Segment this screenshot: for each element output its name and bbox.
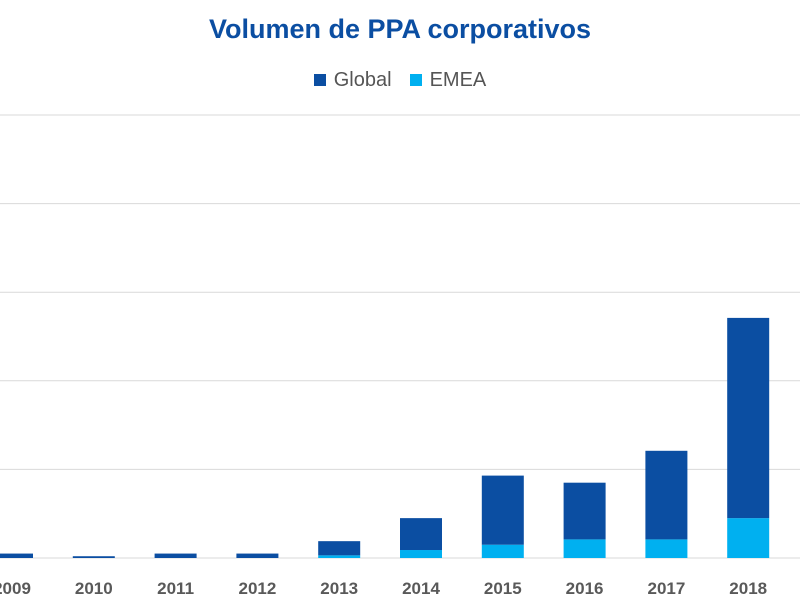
x-tick-label: 2012 [238,579,276,598]
bar-global-2012 [236,553,279,558]
legend-label-global: Global [333,68,392,91]
bar-global-2013 [318,541,361,556]
bar-global-2016 [563,482,606,540]
bar-global-2017 [645,450,688,540]
x-tick-label: 2009 [0,579,31,598]
bar-emea-2014 [400,550,442,558]
chart-legend: Global EMEA [0,66,800,94]
bar-emea-2016 [563,539,606,558]
chart-title: Volumen de PPA corporativos [208,14,592,44]
x-tick-label: 2015 [484,579,522,598]
x-tick-label: 2017 [647,579,685,598]
x-tick-label: 2016 [566,579,604,598]
bar-global-2015 [481,475,524,545]
legend-swatch-emea [409,74,422,86]
bar-emea-2015 [481,544,524,558]
x-tick-label: 2013 [320,579,358,598]
legend-swatch-global [313,74,326,86]
x-tick-label: 2014 [402,579,440,598]
legend-item-emea: EMEA [409,68,487,92]
x-tick-label: 2011 [157,579,194,598]
bar-global-2010 [72,556,115,558]
bar-global-2009 [0,553,33,558]
legend-label-emea: EMEA [429,68,487,91]
bar-global-2014 [400,518,442,551]
x-tick-label: 2018 [729,579,767,598]
bar-global-2018 [727,317,770,519]
bar-global-2011 [154,553,197,558]
bar-emea-2018 [727,518,770,558]
x-tick-label: 2010 [75,579,113,598]
bar-emea-2013 [318,555,361,558]
legend-item-global: Global [313,68,392,92]
bar-emea-2017 [645,539,688,558]
